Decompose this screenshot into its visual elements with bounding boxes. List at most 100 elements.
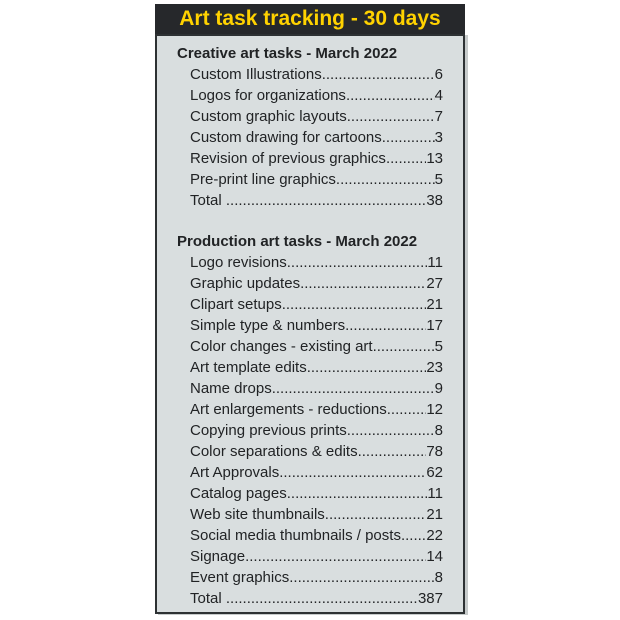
item-label: Custom drawing for cartoons	[190, 129, 382, 146]
item-value: 9	[434, 380, 443, 397]
item-label: Revision of previous graphics	[190, 150, 386, 167]
item-value: 3	[434, 129, 443, 146]
leader-dots: ........................................…	[289, 569, 434, 586]
item-label: Clipart setups	[190, 296, 282, 313]
leader-dots: ........................................…	[245, 548, 427, 565]
task-panel: Creative art tasks - March 2022 Custom I…	[155, 34, 465, 614]
leader-dots: ........................................…	[225, 192, 426, 209]
item-label: Logo revisions	[190, 254, 287, 271]
leader-dots: ........................................…	[279, 464, 426, 481]
item-value: 8	[434, 569, 443, 586]
item-value: 387	[417, 590, 443, 607]
item-value: 22	[426, 527, 443, 544]
list-item: Logos for organizations ................…	[190, 85, 443, 106]
item-value: 5	[434, 171, 443, 188]
item-label: Copying previous prints	[190, 422, 347, 439]
leader-dots: ........................................…	[381, 129, 435, 146]
leader-dots: ........................................…	[324, 506, 427, 523]
leader-dots: ........................................…	[271, 380, 435, 397]
item-label: Custom graphic layouts	[190, 108, 347, 125]
task-list: Logo revisions .........................…	[177, 252, 443, 609]
list-item: Logo revisions .........................…	[190, 252, 443, 273]
list-item: Art template edits .....................…	[190, 357, 443, 378]
leader-dots: ........................................…	[306, 359, 427, 376]
list-item: Signage ................................…	[190, 546, 443, 567]
list-item: Custom graphic layouts .................…	[190, 106, 443, 127]
leader-dots: ........................................…	[346, 108, 435, 125]
list-item: Catalog pages ..........................…	[190, 483, 443, 504]
item-label: Web site thumbnails	[190, 506, 325, 523]
leader-dots: ........................................…	[385, 150, 426, 167]
task-list: Custom Illustrations ...................…	[177, 64, 443, 211]
item-label: Name drops	[190, 380, 272, 397]
item-label: Pre-print line graphics	[190, 171, 336, 188]
item-value: 78	[426, 443, 443, 460]
section-heading: Creative art tasks - March 2022	[177, 45, 398, 62]
item-value: 6	[434, 66, 443, 83]
item-value: 13	[426, 150, 443, 167]
section-heading: Production art tasks - March 2022	[177, 233, 418, 250]
list-item: Event graphics .........................…	[190, 567, 443, 588]
item-label: Graphic updates	[190, 275, 301, 292]
item-value: 14	[426, 548, 443, 565]
list-item: Color separations & edits ..............…	[190, 441, 443, 462]
item-label: Custom Illustrations	[190, 66, 322, 83]
item-value: 11	[427, 254, 443, 271]
item-label: Total	[190, 192, 226, 209]
item-value: 11	[427, 485, 443, 502]
item-label: Social media thumbnails / posts	[190, 527, 401, 544]
leader-dots: ........................................…	[286, 254, 428, 271]
item-label: Logos for organizations	[190, 87, 346, 104]
item-value: 7	[434, 108, 443, 125]
leader-dots: ........................................…	[281, 296, 427, 313]
list-item: Web site thumbnails ....................…	[190, 504, 443, 525]
list-item: Total ..................................…	[190, 190, 443, 211]
task-section: Production art tasks - March 2022 Logo r…	[177, 231, 443, 609]
list-item: Custom Illustrations ...................…	[190, 64, 443, 85]
list-item: Simple type & numbers ..................…	[190, 315, 443, 336]
list-item: Social media thumbnails / posts ........…	[190, 525, 443, 546]
item-label: Color separations & edits	[190, 443, 358, 460]
page-title: Art task tracking - 30 days	[155, 4, 465, 34]
item-value: 27	[426, 275, 443, 292]
leader-dots: ........................................…	[400, 527, 426, 544]
item-label: Event graphics	[190, 569, 290, 586]
list-item: Revision of previous graphics ..........…	[190, 148, 443, 169]
item-value: 21	[426, 296, 443, 313]
list-item: Pre-print line graphics ................…	[190, 169, 443, 190]
list-item: Name drops .............................…	[190, 378, 443, 399]
item-value: 21	[426, 506, 443, 523]
item-value: 38	[426, 192, 443, 209]
leader-dots: ........................................…	[335, 171, 435, 188]
leader-dots: ........................................…	[321, 66, 435, 83]
item-label: Art Approvals	[190, 464, 280, 481]
list-item: Copying previous prints ................…	[190, 420, 443, 441]
tracking-card: Art task tracking - 30 days Creative art…	[155, 4, 465, 614]
list-item: Total ..................................…	[190, 588, 443, 609]
leader-dots: ........................................…	[386, 401, 427, 418]
list-item: Custom drawing for cartoons ............…	[190, 127, 443, 148]
leader-dots: ........................................…	[345, 87, 435, 104]
item-label: Total	[190, 590, 226, 607]
item-value: 23	[426, 359, 443, 376]
item-label: Art enlargements - reductions	[190, 401, 387, 418]
list-item: Art Approvals ..........................…	[190, 462, 443, 483]
leader-dots: ........................................…	[357, 443, 427, 460]
item-label: Art template edits	[190, 359, 307, 376]
leader-dots: ........................................…	[345, 317, 426, 334]
item-value: 8	[434, 422, 443, 439]
item-label: Simple type & numbers	[190, 317, 346, 334]
item-value: 62	[426, 464, 443, 481]
list-item: Art enlargements - reductions ..........…	[190, 399, 443, 420]
item-value: 5	[434, 338, 443, 355]
item-label: Signage	[190, 548, 246, 565]
leader-dots: ........................................…	[225, 590, 418, 607]
leader-dots: ........................................…	[300, 275, 426, 292]
leader-dots: ........................................…	[346, 422, 435, 439]
leader-dots: ........................................…	[372, 338, 435, 355]
item-label: Catalog pages	[190, 485, 287, 502]
list-item: Color changes - existing art ...........…	[190, 336, 443, 357]
list-item: Clipart setups .........................…	[190, 294, 443, 315]
item-value: 4	[434, 87, 443, 104]
item-label: Color changes - existing art	[190, 338, 373, 355]
